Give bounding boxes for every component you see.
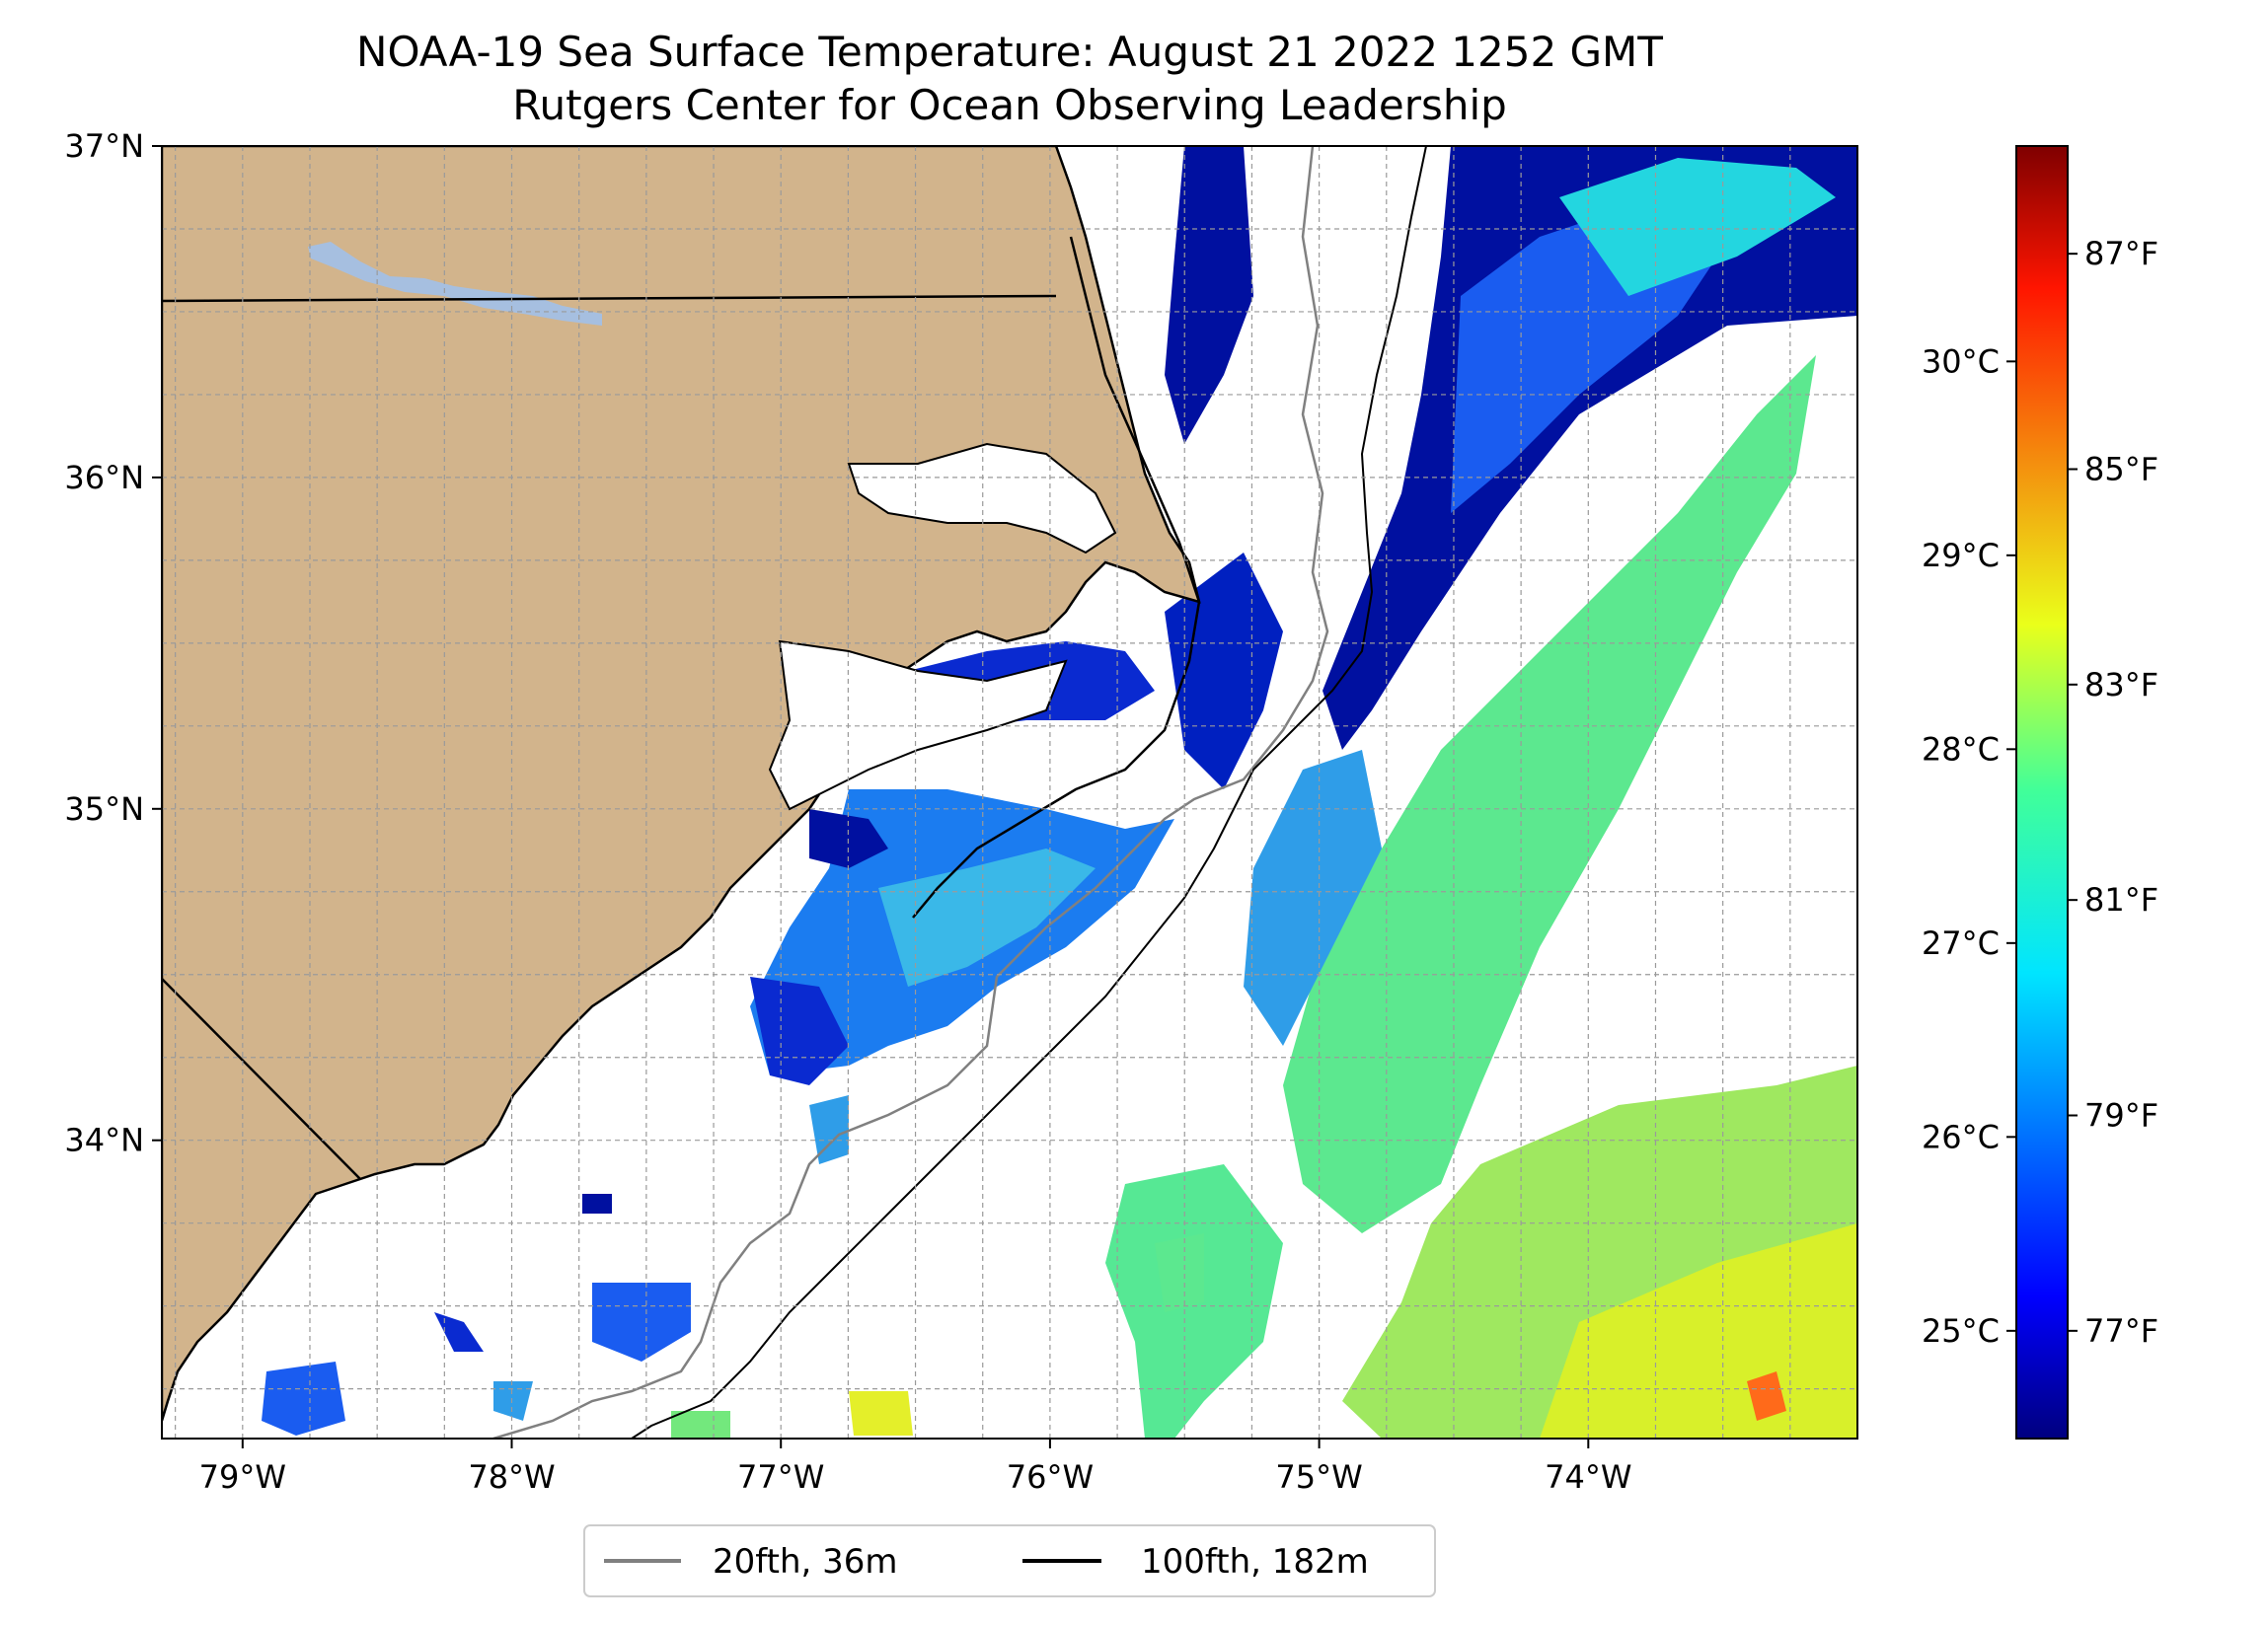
- legend: 20fth, 36m 100fth, 182m: [583, 1524, 1436, 1597]
- x-tick-label: 78°W: [468, 1458, 555, 1496]
- legend-label-20fth: 20fth, 36m: [713, 1542, 898, 1582]
- y-tick-label: 35°N: [64, 790, 144, 828]
- y-axis: 37°N 36°N 35°N 34°N: [64, 127, 162, 1159]
- legend-box: [583, 1524, 1436, 1597]
- colorbar-f-label: 81°F: [2084, 881, 2158, 919]
- y-tick-label: 36°N: [64, 459, 144, 496]
- x-tick-label: 74°W: [1545, 1458, 1631, 1496]
- colorbar-gradient: [2015, 145, 2069, 1440]
- nc-va-border: [162, 294, 1057, 303]
- gridlines: [162, 146, 1857, 1439]
- colorbar-f-label: 83°F: [2084, 666, 2158, 703]
- map-subtitle: Rutgers Center for Ocean Observing Leade…: [512, 81, 1507, 129]
- colorbar: 25°C 26°C 27°C 28°C 29°C 30°C 77°F 79°F 81°F 83°…: [1922, 145, 2158, 1440]
- lake: [308, 242, 602, 326]
- colorbar-c-label: 25°C: [1922, 1312, 2000, 1350]
- map-title: NOAA-19 Sea Surface Temperature: August …: [356, 28, 1663, 76]
- colorbar-f-label: 79°F: [2084, 1097, 2158, 1135]
- x-tick-label: 79°W: [199, 1458, 286, 1496]
- colorbar-c-label: 30°C: [1922, 342, 2000, 380]
- x-tick-label: 75°W: [1275, 1458, 1362, 1496]
- y-tick-label: 34°N: [64, 1122, 144, 1159]
- x-tick-label: 77°W: [737, 1458, 824, 1496]
- x-tick-label: 76°W: [1007, 1458, 1094, 1496]
- colorbar-c-label: 29°C: [1922, 537, 2000, 574]
- colorbar-celsius-ticks: 25°C 26°C 27°C 28°C 29°C 30°C: [1922, 342, 2016, 1350]
- colorbar-c-label: 28°C: [1922, 730, 2000, 768]
- x-axis: 79°W 78°W 77°W 76°W 75°W 74°W: [199, 1439, 1631, 1496]
- nc-sc-border: [162, 978, 361, 1180]
- colorbar-f-label: 87°F: [2084, 235, 2158, 272]
- isobath-100fth: [631, 146, 1427, 1439]
- colorbar-c-label: 27°C: [1922, 924, 2000, 962]
- colorbar-f-label: 77°F: [2084, 1312, 2158, 1350]
- map-area: [161, 145, 1858, 1440]
- colorbar-f-label: 85°F: [2084, 451, 2158, 488]
- isobath-20fth: [492, 146, 1329, 1439]
- y-tick-label: 37°N: [64, 127, 144, 165]
- map-frame: [161, 145, 1858, 1440]
- legend-label-100fth: 100fth, 182m: [1141, 1542, 1369, 1582]
- colorbar-fahrenheit-ticks: 77°F 79°F 81°F 83°F 85°F 87°F: [2068, 235, 2158, 1350]
- colorbar-c-label: 26°C: [1922, 1118, 2000, 1155]
